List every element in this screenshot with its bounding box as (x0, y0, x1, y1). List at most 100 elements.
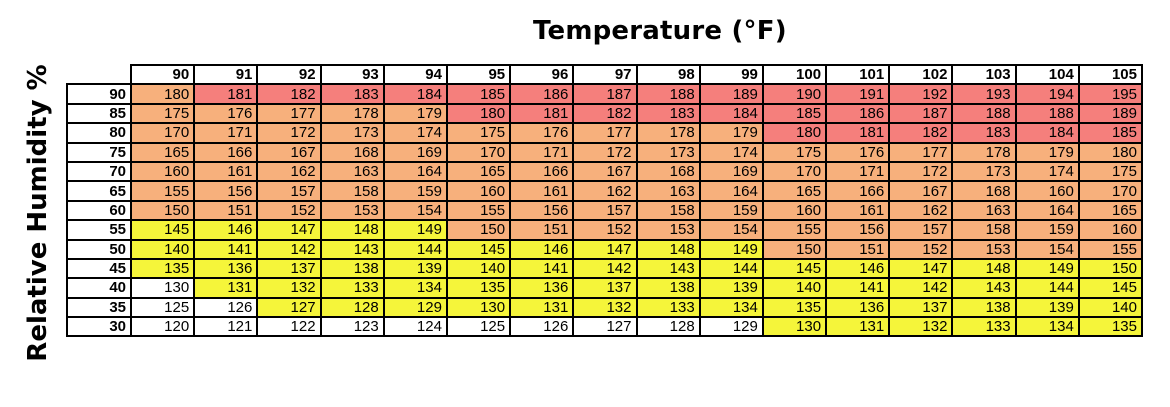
heatmap-cell: 166 (193, 141, 259, 163)
table-row: 50 140 141 142 143 144 145 146 147 148 149 150 151 15… (66, 238, 1144, 260)
chart-title: Temperature (°F) (533, 16, 787, 46)
heatmap-cell: 125 (129, 296, 196, 319)
heatmap-cell: 157 (572, 199, 638, 222)
heatmap-cell: 155 (761, 219, 828, 241)
heatmap-cell: 140 (1077, 296, 1144, 319)
heatmap-cell: 136 (825, 296, 891, 319)
heatmap-cell: 163 (319, 160, 385, 183)
heatmap-cell: 165 (1077, 199, 1144, 222)
heatmap-cell: 194 (1014, 83, 1080, 105)
heatmap-cell: 173 (635, 141, 701, 163)
heatmap-cell: 145 (129, 219, 196, 241)
heatmap-cell: 131 (825, 316, 891, 338)
heatmap-cell: 166 (825, 180, 891, 202)
heatmap-cell: 157 (256, 180, 322, 202)
heatmap-cell: 140 (445, 257, 512, 280)
heatmap-cell: 181 (825, 122, 891, 144)
heatmap-cell: 137 (256, 257, 322, 280)
heatmap-cell: 170 (129, 122, 196, 144)
y-tick-label: 30 (66, 316, 132, 338)
heatmap-cell: 184 (698, 102, 764, 125)
heatmap-cell: 177 (572, 122, 638, 144)
heatmap-cell: 146 (825, 257, 891, 280)
heatmap-cell: 121 (193, 316, 259, 338)
heatmap-cell: 154 (698, 219, 764, 241)
heatmap-cell: 192 (888, 83, 954, 105)
heatmap-cell: 182 (256, 83, 322, 105)
heatmap-cell: 138 (951, 296, 1017, 319)
heatmap-cell: 146 (509, 238, 575, 260)
heatmap-cell: 173 (319, 122, 385, 144)
heatmap-cell: 171 (509, 141, 575, 163)
heatmap-cell: 144 (698, 257, 764, 280)
heatmap-table: 90 91 92 93 94 95 96 97 98 99 100 101 102 103 104 105 90… (66, 63, 1144, 338)
heatmap-cell: 159 (382, 180, 448, 202)
heatmap-cell: 130 (445, 296, 512, 319)
table-row: 30 120 121 122 123 124 125 126 127 128 129 130 131 13… (66, 316, 1144, 338)
heatmap-cell: 155 (1077, 238, 1144, 260)
heatmap-cell: 150 (129, 199, 196, 222)
heatmap-cell: 167 (572, 160, 638, 183)
heatmap-cell: 156 (825, 219, 891, 241)
table-row: 35 125 126 127 128 129 130 131 132 133 134 135 136 13… (66, 296, 1144, 319)
heatmap-cell: 126 (509, 316, 575, 338)
table-row: 40 130 131 132 133 134 135 136 137 138 139 140 141 14… (66, 277, 1144, 299)
table-row: 70 160 161 162 163 164 165 166 167 168 169 170 171 17… (66, 160, 1144, 183)
heatmap-cell: 161 (825, 199, 891, 222)
x-tick-label: 92 (256, 63, 322, 86)
heatmap-cell: 147 (256, 219, 322, 241)
heatmap-cell: 168 (319, 141, 385, 163)
heatmap-cell: 185 (1077, 122, 1144, 144)
heatmap-cell: 135 (129, 257, 196, 280)
heatmap-cell: 150 (1077, 257, 1144, 280)
heatmap-cell: 178 (951, 141, 1017, 163)
heatmap-cell: 149 (698, 238, 764, 260)
heatmap-cell: 174 (698, 141, 764, 163)
heatmap-cell: 164 (1014, 199, 1080, 222)
heatmap-cell: 154 (1014, 238, 1080, 260)
x-tick-label: 93 (319, 63, 385, 86)
heatmap-cell: 142 (888, 277, 954, 299)
heatmap-cell: 183 (319, 83, 385, 105)
heatmap-cell: 140 (129, 238, 196, 260)
heatmap-cell: 180 (129, 83, 196, 105)
heatmap-cell: 160 (761, 199, 828, 222)
heatmap-cell: 168 (951, 180, 1017, 202)
heatmap-cell: 141 (509, 257, 575, 280)
heatmap-cell: 138 (635, 277, 701, 299)
heatmap-cell: 183 (951, 122, 1017, 144)
heatmap-cell: 138 (319, 257, 385, 280)
heatmap-cell: 171 (825, 160, 891, 183)
heatmap-cell: 130 (129, 277, 196, 299)
heatmap-cell: 187 (572, 83, 638, 105)
heatmap-cell: 152 (888, 238, 954, 260)
heatmap-cell: 140 (761, 277, 828, 299)
heatmap-cell: 153 (951, 238, 1017, 260)
heatmap-cell: 164 (698, 180, 764, 202)
heatmap-cell: 134 (1014, 316, 1080, 338)
x-tick-label: 90 (129, 63, 196, 86)
heatmap-cell: 165 (761, 180, 828, 202)
y-tick-label: 35 (66, 296, 132, 319)
heatmap-cell: 156 (193, 180, 259, 202)
y-tick-label: 45 (66, 257, 132, 280)
heatmap-cell: 158 (319, 180, 385, 202)
heatmap-cell: 186 (825, 102, 891, 125)
table-row: 55 145 146 147 148 149 150 151 152 153 154 155 156 15… (66, 219, 1144, 241)
x-tick-label: 105 (1077, 63, 1144, 86)
heatmap-cell: 141 (193, 238, 259, 260)
x-tick-label: 94 (382, 63, 448, 86)
heatmap-cell: 135 (1077, 316, 1144, 338)
heatmap-cell: 180 (761, 122, 828, 144)
heatmap-cell: 132 (256, 277, 322, 299)
heatmap-cell: 128 (319, 296, 385, 319)
heatmap-cell: 120 (129, 316, 196, 338)
heatmap-cell: 146 (193, 219, 259, 241)
heatmap-cell: 131 (509, 296, 575, 319)
table-row: 75 165 166 167 168 169 170 171 172 173 174 175 176 17… (66, 141, 1144, 163)
heatmap-cell: 126 (193, 296, 259, 319)
heatmap-cell: 139 (1014, 296, 1080, 319)
y-tick-label: 60 (66, 199, 132, 222)
heatmap-cell: 150 (761, 238, 828, 260)
heatmap-cell: 132 (572, 296, 638, 319)
